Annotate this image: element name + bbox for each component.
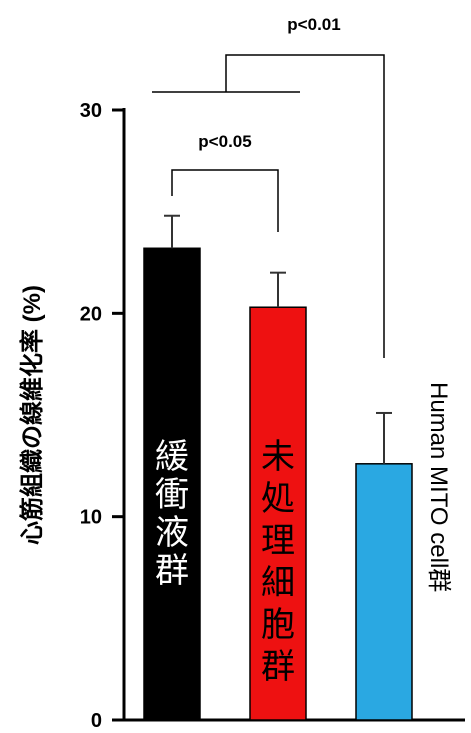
y-ticks: 0 10 20 30 bbox=[80, 100, 124, 732]
category-label-char: 理 bbox=[261, 522, 295, 560]
category-label-char: 細 bbox=[261, 564, 295, 602]
category-label-char: 群 bbox=[155, 552, 189, 590]
category-label: 緩衝液群 bbox=[155, 438, 189, 590]
bracket-p005 bbox=[171, 169, 279, 232]
category-label-char: 未 bbox=[261, 438, 295, 476]
category-label-char: 処 bbox=[261, 480, 295, 518]
bar bbox=[249, 306, 307, 721]
y-tick-label: 30 bbox=[80, 100, 102, 122]
sig-label-p005: p<0.05 bbox=[198, 132, 251, 151]
category-label-char: 衝 bbox=[155, 476, 189, 514]
y-tick-label: 0 bbox=[91, 710, 102, 732]
sig-label-p001: p<0.01 bbox=[287, 15, 340, 34]
category-label-char: 緩 bbox=[155, 438, 189, 476]
category-label-char: 群 bbox=[261, 648, 295, 686]
category-label-char: 胞 bbox=[261, 606, 295, 644]
bar bbox=[143, 247, 201, 721]
bracket-p001 bbox=[225, 54, 385, 358]
y-axis-label: 心筋組織の線維化率 (%) bbox=[18, 285, 46, 545]
bar bbox=[355, 463, 413, 721]
y-tick-label: 10 bbox=[80, 507, 102, 529]
significance-brackets: p<0.05 p<0.01 bbox=[152, 15, 385, 358]
category-label: Human MITO cell群 bbox=[425, 382, 452, 592]
category-label-char: 液 bbox=[155, 514, 189, 552]
category-label: 未処理細胞群 bbox=[261, 438, 295, 686]
y-tick-label: 20 bbox=[80, 303, 102, 325]
